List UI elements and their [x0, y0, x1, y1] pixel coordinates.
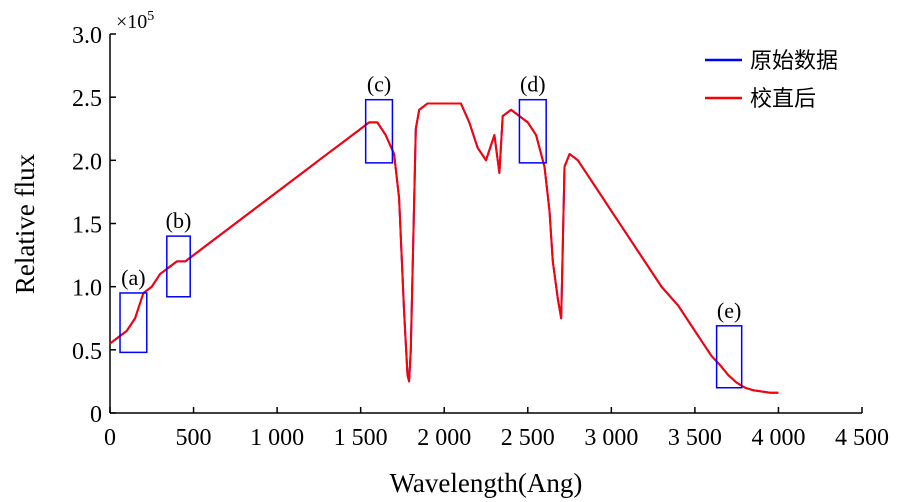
y-tick-label: 2.5: [72, 86, 102, 112]
y-axis-ticks: 0 0.5 1.0 1.5 2.0 2.5 3.0: [72, 23, 116, 428]
series-line-original: [109, 102, 779, 394]
y-axis-exponent-base: ×10: [116, 11, 147, 33]
x-tick-label: 2 500: [501, 425, 555, 451]
y-tick-label: 1.0: [72, 276, 102, 302]
annotation-label: (a): [121, 265, 145, 290]
y-tick-label: 0.5: [72, 339, 102, 365]
x-tick-label: 2 000: [417, 425, 471, 451]
x-axis-title: Wavelength(Ang): [390, 468, 583, 498]
x-tick-label: 500: [176, 425, 212, 451]
x-tick-label: 4 000: [751, 425, 805, 451]
legend: 原始数据 校直后: [705, 49, 838, 112]
legend-label-original: 原始数据: [750, 49, 838, 74]
y-axis-title: Relative flux: [10, 153, 40, 294]
annotation-label: (d): [520, 72, 546, 97]
x-tick-label: 3 000: [584, 425, 638, 451]
x-axis-ticks: 0 500 1 000 1 500 2 000 2 500 3 000 3 500 4 000 4…: [104, 407, 889, 451]
legend-label-corrected: 校直后: [750, 87, 816, 112]
x-tick-label: 3 500: [668, 425, 722, 451]
series-line-corrected: [109, 102, 779, 394]
x-tick-label: 1 500: [334, 425, 388, 451]
annotation-label: (e): [717, 298, 741, 323]
x-tick-label: 4 500: [835, 425, 889, 451]
annotation-box: [518, 98, 547, 164]
x-tick-label: 1 000: [250, 425, 304, 451]
y-tick-label: 3.0: [72, 23, 102, 49]
y-tick-label: 0: [90, 402, 102, 428]
y-axis-exponent: ×105: [116, 9, 154, 33]
annotation-box: [119, 292, 148, 354]
annotation-box: [166, 235, 191, 298]
series-layer: [109, 102, 779, 394]
y-axis-exponent-power: 5: [147, 9, 154, 24]
y-tick-label: 2.0: [72, 149, 102, 175]
annotation-label: (b): [166, 208, 192, 233]
x-tick-label: 0: [104, 425, 116, 451]
annotation-label: (c): [367, 72, 391, 97]
annotation-layer: (a) (b) (c) (d) (e): [119, 72, 743, 389]
annotation-box: [364, 98, 394, 164]
y-tick-label: 1.5: [72, 213, 102, 239]
annotation-box: [715, 325, 743, 389]
